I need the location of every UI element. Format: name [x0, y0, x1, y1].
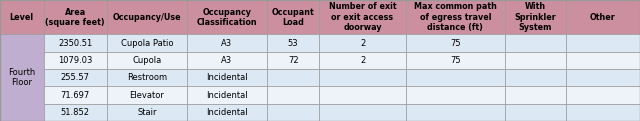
Text: Area
(square feet): Area (square feet)	[45, 8, 105, 27]
Bar	[267, 104, 319, 121]
Bar	[187, 69, 267, 86]
Text: Cupola Patio: Cupola Patio	[120, 39, 173, 48]
Bar	[566, 52, 640, 69]
Bar	[107, 34, 187, 52]
Bar	[44, 0, 107, 34]
Bar	[566, 86, 640, 104]
Bar	[267, 86, 319, 104]
Bar	[107, 0, 187, 34]
Text: With
Sprinkler
System: With Sprinkler System	[515, 2, 556, 32]
Bar	[267, 34, 319, 52]
Bar	[187, 52, 267, 69]
Text: Cupola: Cupola	[132, 56, 161, 65]
Bar	[0, 34, 44, 121]
Bar	[406, 86, 505, 104]
Text: Elevator: Elevator	[129, 91, 164, 100]
Bar	[44, 52, 107, 69]
Text: 71.697: 71.697	[61, 91, 90, 100]
Bar	[319, 104, 406, 121]
Bar	[187, 34, 267, 52]
Bar	[44, 69, 107, 86]
Bar	[187, 86, 267, 104]
Bar	[406, 69, 505, 86]
Text: 75: 75	[450, 56, 461, 65]
Bar	[406, 34, 505, 52]
Text: Stair: Stair	[137, 108, 157, 117]
Text: Incidental: Incidental	[206, 108, 248, 117]
Text: Occupancy/Use: Occupancy/Use	[113, 13, 181, 22]
Bar	[319, 0, 406, 34]
Bar	[107, 52, 187, 69]
Bar	[566, 69, 640, 86]
Bar	[107, 69, 187, 86]
Text: 72: 72	[288, 56, 298, 65]
Text: 1079.03: 1079.03	[58, 56, 92, 65]
Bar	[566, 0, 640, 34]
Text: 2: 2	[360, 39, 365, 48]
Text: Other: Other	[590, 13, 616, 22]
Bar	[406, 0, 505, 34]
Text: Incidental: Incidental	[206, 73, 248, 82]
Bar	[319, 52, 406, 69]
Bar	[0, 0, 44, 34]
Text: Level: Level	[10, 13, 34, 22]
Bar	[406, 104, 505, 121]
Bar	[44, 86, 107, 104]
Text: Fourth
Floor: Fourth Floor	[8, 68, 35, 87]
Text: 53: 53	[288, 39, 298, 48]
Bar	[566, 104, 640, 121]
Bar	[267, 0, 319, 34]
Text: Occupancy
Classification: Occupancy Classification	[196, 8, 257, 27]
Bar	[107, 86, 187, 104]
Bar	[505, 69, 566, 86]
Bar	[187, 104, 267, 121]
Text: Occupant
Load: Occupant Load	[272, 8, 314, 27]
Text: 51.852: 51.852	[61, 108, 90, 117]
Bar	[406, 52, 505, 69]
Bar	[505, 0, 566, 34]
Text: 2350.51: 2350.51	[58, 39, 92, 48]
Text: Max common path
of egress travel
distance (ft): Max common path of egress travel distanc…	[414, 2, 497, 32]
Bar	[267, 52, 319, 69]
Text: Restroom: Restroom	[127, 73, 167, 82]
Bar	[505, 104, 566, 121]
Bar	[319, 86, 406, 104]
Bar	[566, 34, 640, 52]
Text: A3: A3	[221, 56, 232, 65]
Bar	[107, 104, 187, 121]
Text: Number of exit
or exit access
doorway: Number of exit or exit access doorway	[329, 2, 396, 32]
Bar	[187, 0, 267, 34]
Text: 2: 2	[360, 56, 365, 65]
Text: 255.57: 255.57	[61, 73, 90, 82]
Text: 75: 75	[450, 39, 461, 48]
Bar	[44, 104, 107, 121]
Bar	[319, 69, 406, 86]
Bar	[267, 69, 319, 86]
Bar	[505, 52, 566, 69]
Bar	[505, 86, 566, 104]
Bar	[319, 34, 406, 52]
Bar	[44, 34, 107, 52]
Text: A3: A3	[221, 39, 232, 48]
Bar	[505, 34, 566, 52]
Text: Incidental: Incidental	[206, 91, 248, 100]
